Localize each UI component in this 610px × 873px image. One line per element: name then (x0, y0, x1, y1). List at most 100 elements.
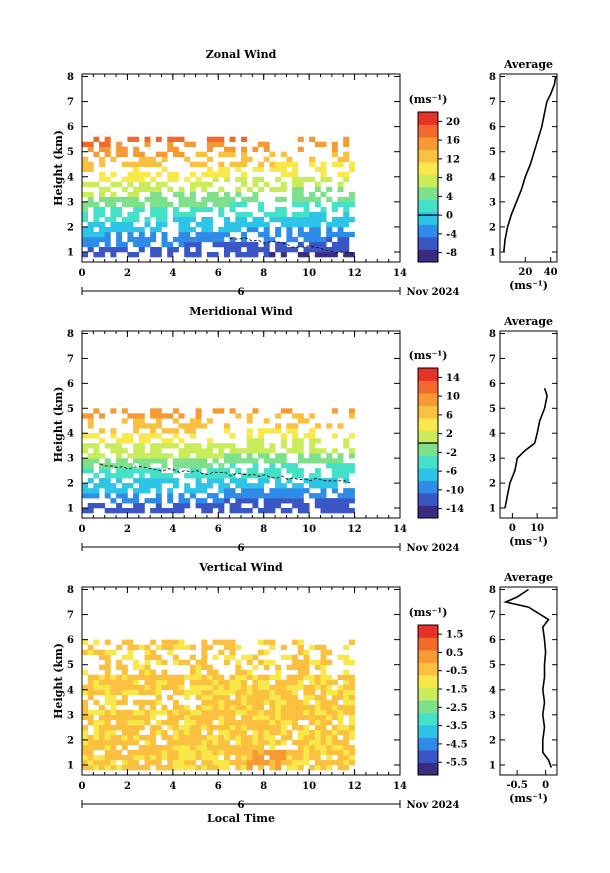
heatmap-cell (184, 241, 191, 248)
heatmap-cell (314, 659, 321, 665)
heatmap-cell (297, 734, 304, 741)
heatmap-cell (292, 463, 299, 469)
heatmap-cell (82, 206, 88, 213)
heatmap-cell (121, 754, 128, 761)
panel-title: Meridional Wind (189, 305, 293, 318)
heatmap-cell (104, 151, 111, 157)
heatmap-cell (121, 498, 128, 504)
heatmap-cell (348, 252, 355, 258)
heatmap-cell (133, 418, 140, 424)
heatmap-cell (218, 443, 225, 449)
heatmap-cell (189, 714, 196, 721)
heatmap-cell (297, 704, 304, 711)
heatmap-cell (309, 483, 316, 489)
y-tick-label: 5 (67, 660, 74, 671)
y-tick-label: 2 (67, 479, 74, 490)
heatmap-cell (303, 231, 310, 238)
heatmap-cell (292, 749, 299, 756)
heatmap-cell (309, 428, 316, 434)
heatmap-cell (133, 503, 140, 509)
heatmap-cell (87, 674, 94, 680)
heatmap-cell (87, 226, 94, 233)
heatmap-cell (189, 488, 196, 494)
heatmap-cell (229, 488, 236, 494)
heatmap-cell (297, 443, 304, 449)
heatmap-cell (286, 749, 293, 756)
heatmap-cell (235, 413, 242, 419)
heatmap-cell (121, 151, 128, 157)
heatmap-cell (144, 739, 151, 746)
y-tick-label: 7 (67, 97, 74, 108)
heatmap-cell (252, 196, 259, 203)
heatmap-cell (82, 156, 88, 162)
heatmap-cell (116, 679, 123, 685)
heatmap-cell (121, 684, 128, 691)
x-tick-label: 2 (124, 268, 131, 279)
colorbar-tick-label: 0 (446, 211, 453, 222)
heatmap-cell (309, 226, 316, 233)
heatmap-cell (252, 448, 259, 454)
heatmap-cell (246, 739, 253, 746)
heatmap-cell (309, 729, 316, 736)
heatmap-cell (275, 669, 282, 675)
heatmap-cell (195, 684, 202, 691)
heatmap-cell (133, 760, 140, 766)
x-tick-label: 6 (215, 781, 222, 792)
heatmap-cell (241, 654, 247, 660)
heatmap-cell (87, 221, 94, 228)
heatmap-cell (303, 236, 310, 243)
heatmap-cell (280, 443, 287, 449)
heatmap-cell (320, 644, 327, 650)
heatmap-cell (87, 418, 94, 424)
heatmap-cell (150, 483, 157, 489)
heatmap-cell (326, 649, 333, 655)
heatmap-cell (309, 136, 316, 142)
heatmap-cell (275, 493, 282, 499)
heatmap-cell (309, 689, 316, 696)
heatmap-cell (297, 679, 304, 685)
colorbar-tick-label: 14 (446, 373, 460, 384)
heatmap-cell (224, 493, 230, 499)
heatmap-cell (263, 478, 270, 484)
heatmap-cell (348, 493, 355, 499)
heatmap-cell (258, 478, 264, 484)
colorbar-frame (417, 111, 439, 263)
heatmap-cell (195, 694, 202, 701)
heatmap-cell (303, 739, 310, 746)
heatmap-cell (286, 493, 293, 499)
heatmap-cell (218, 649, 225, 655)
heatmap-cell (224, 488, 230, 494)
heatmap-cell (218, 639, 225, 645)
heatmap-cell (201, 231, 208, 238)
profile-y-tick-label: 6 (489, 379, 496, 390)
heatmap-cell (133, 734, 140, 741)
heatmap-cell (292, 161, 299, 167)
heatmap-cell (172, 443, 179, 449)
heatmap-cell (127, 413, 134, 419)
heatmap-cell (303, 699, 310, 706)
heatmap-cell (201, 739, 208, 746)
heatmap-cell (343, 171, 350, 178)
heatmap-cell (155, 699, 162, 706)
y-tick-label: 6 (67, 379, 74, 390)
heatmap-cell (241, 161, 247, 167)
heatmap-cell (292, 211, 299, 218)
heatmap-cell (235, 247, 242, 253)
heatmap-cell (309, 433, 316, 439)
heatmap-cell (258, 493, 264, 499)
heatmap-cell (337, 181, 344, 188)
heatmap-cell (161, 463, 168, 469)
heatmap-cell (161, 473, 168, 479)
heatmap-cell (195, 724, 202, 731)
profile-y-tick-label: 7 (489, 97, 496, 108)
heatmap-cell (224, 443, 230, 449)
heatmap-cell (348, 231, 355, 238)
heatmap-cell (167, 744, 174, 751)
heatmap-cell (104, 478, 111, 484)
heatmap-cell (93, 760, 100, 766)
heatmap-cell (337, 503, 344, 509)
heatmap-cell (331, 468, 338, 474)
heatmap-cell (303, 649, 310, 655)
heatmap-cell (93, 136, 100, 142)
heatmap-cell (206, 709, 213, 716)
